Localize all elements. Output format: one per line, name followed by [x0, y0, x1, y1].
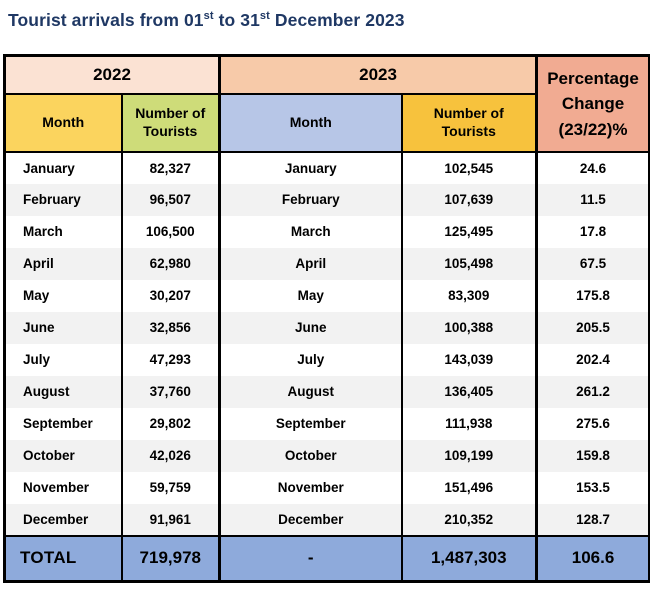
month-2023-cell: November [218, 471, 403, 504]
total-pct-change-cell: 106.6 [535, 534, 650, 583]
tourists-2022-cell: 62,980 [120, 247, 221, 280]
tourists-2023-cell: 105,498 [400, 247, 538, 280]
total-month-2023-cell: - [218, 534, 403, 583]
tourists-2023-cell: 210,352 [400, 503, 538, 536]
tourists-2022-header: Number of Tourists [120, 92, 221, 153]
tourists-2022-cell: 82,327 [120, 151, 221, 184]
tourists-2023-cell: 136,405 [400, 375, 538, 408]
month-2023-cell: March [218, 215, 403, 248]
title-text-part: Tourist arrivals from 01 [8, 10, 204, 30]
tourists-2022-cell: 37,760 [120, 375, 221, 408]
table-row: July 47,293 July 143,039 202.4 [3, 343, 650, 376]
pct-header-line: Percentage [547, 68, 639, 88]
month-2022-cell: February [3, 183, 123, 216]
pct-change-cell: 11.5 [535, 183, 650, 216]
tourists-2022-cell: 30,207 [120, 279, 221, 312]
pct-change-cell: 261.2 [535, 375, 650, 408]
month-2023-cell: December [218, 503, 403, 536]
tourists-2022-cell: 29,802 [120, 407, 221, 440]
table-row: November 59,759 November 151,496 153.5 [3, 471, 650, 504]
month-2022-cell: April [3, 247, 123, 280]
table-row: December 91,961 December 210,352 128.7 [3, 503, 650, 536]
page-title: Tourist arrivals from 01st to 31st Decem… [0, 0, 650, 31]
total-tourists-2022-cell: 719,978 [120, 534, 221, 583]
month-2022-cell: December [3, 503, 123, 536]
tourists-2023-cell: 151,496 [400, 471, 538, 504]
table-row: September 29,802 September 111,938 275.6 [3, 407, 650, 440]
pct-change-cell: 202.4 [535, 343, 650, 376]
title-text-part: to 31 [213, 10, 260, 30]
pct-change-cell: 175.8 [535, 279, 650, 312]
pct-change-cell: 159.8 [535, 439, 650, 472]
column-header-row: Month Number of Tourists Month Number of… [3, 92, 650, 153]
table-row: March 106,500 March 125,495 17.8 [3, 215, 650, 248]
month-2022-cell: September [3, 407, 123, 440]
table-row: February 96,507 February 107,639 11.5 [3, 183, 650, 216]
superscript-st: st [203, 10, 214, 23]
month-2023-cell: April [218, 247, 403, 280]
pct-change-cell: 153.5 [535, 471, 650, 504]
month-2022-cell: June [3, 311, 123, 344]
tourists-2023-cell: 83,309 [400, 279, 538, 312]
tourists-2022-cell: 106,500 [120, 215, 221, 248]
month-2022-cell: January [3, 151, 123, 184]
month-2022-cell: October [3, 439, 123, 472]
pct-change-cell: 205.5 [535, 311, 650, 344]
year-2023-header: 2023 [218, 54, 538, 95]
month-2023-cell: May [218, 279, 403, 312]
month-2022-cell: July [3, 343, 123, 376]
month-2022-cell: March [3, 215, 123, 248]
month-2022-cell: May [3, 279, 123, 312]
total-label-cell: TOTAL [3, 534, 123, 583]
tourists-2022-cell: 47,293 [120, 343, 221, 376]
table-row: June 32,856 June 100,388 205.5 [3, 311, 650, 344]
month-2022-cell: November [3, 471, 123, 504]
month-2022-header: Month [3, 92, 123, 153]
pct-change-cell: 275.6 [535, 407, 650, 440]
pct-change-cell: 67.5 [535, 247, 650, 280]
month-2023-cell: February [218, 183, 403, 216]
month-2023-cell: July [218, 343, 403, 376]
table-row: January 82,327 January 102,545 24.6 [3, 151, 650, 184]
tourists-2022-cell: 59,759 [120, 471, 221, 504]
table-row: April 62,980 April 105,498 67.5 [3, 247, 650, 280]
table-row: October 42,026 October 109,199 159.8 [3, 439, 650, 472]
table-body: January 82,327 January 102,545 24.6 February 9… [3, 151, 650, 536]
tourists-2023-header: Number of Tourists [400, 92, 538, 153]
month-2023-cell: June [218, 311, 403, 344]
table-row: August 37,760 August 136,405 261.2 [3, 375, 650, 408]
month-2023-cell: January [218, 151, 403, 184]
percentage-change-header: Percentage Change (23/22)% [535, 54, 650, 153]
tourist-arrivals-table: 2022 2023 Percentage Change (23/22)% Mon… [3, 54, 650, 583]
tourists-2023-cell: 102,545 [400, 151, 538, 184]
tourists-2023-cell: 143,039 [400, 343, 538, 376]
month-2023-cell: September [218, 407, 403, 440]
tourists-2023-cell: 125,495 [400, 215, 538, 248]
superscript-st: st [259, 10, 270, 23]
pct-header-line: Change [561, 94, 625, 113]
table-row: May 30,207 May 83,309 175.8 [3, 279, 650, 312]
tourists-2022-cell: 42,026 [120, 439, 221, 472]
tourists-2023-cell: 109,199 [400, 439, 538, 472]
month-2023-cell: October [218, 439, 403, 472]
tourists-2022-cell: 32,856 [120, 311, 221, 344]
pct-change-cell: 24.6 [535, 151, 650, 184]
pct-header-line: (23/22)% [558, 119, 628, 139]
total-tourists-2023-cell: 1,487,303 [400, 534, 538, 583]
year-header-row: 2022 2023 Percentage Change (23/22)% [3, 54, 650, 153]
pct-change-cell: 17.8 [535, 215, 650, 248]
title-text-part: December 2023 [269, 10, 405, 30]
month-2023-header: Month [218, 92, 403, 153]
tourists-2022-cell: 96,507 [120, 183, 221, 216]
total-row: TOTAL 719,978 - 1,487,303 106.6 [3, 534, 650, 583]
pct-change-cell: 128.7 [535, 503, 650, 536]
tourists-2023-cell: 111,938 [400, 407, 538, 440]
month-2022-cell: August [3, 375, 123, 408]
tourists-2023-cell: 107,639 [400, 183, 538, 216]
year-2022-header: 2022 [3, 54, 221, 95]
month-2023-cell: August [218, 375, 403, 408]
tourists-2022-cell: 91,961 [120, 503, 221, 536]
tourists-2023-cell: 100,388 [400, 311, 538, 344]
